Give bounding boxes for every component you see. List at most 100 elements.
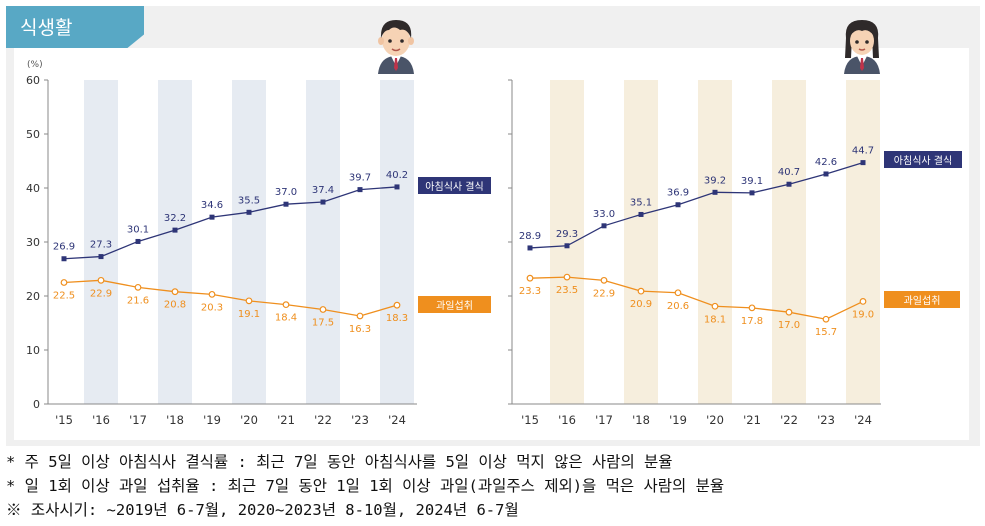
chart0-series-0-data-label: 34.6 bbox=[201, 200, 223, 211]
chart1-series-0-data-label: 42.6 bbox=[815, 157, 837, 168]
chart0-band-7 bbox=[306, 80, 340, 404]
chart1-series-1-data-label: 23.3 bbox=[519, 286, 541, 297]
chart1-series-0-point bbox=[823, 171, 829, 177]
chart0-series-0-line bbox=[63, 186, 398, 260]
chart1-x-tick-label: '20 bbox=[706, 413, 724, 427]
chart1-series-0-data-label: 35.1 bbox=[630, 197, 652, 208]
chart1-x-tick-label: '16 bbox=[558, 413, 576, 427]
chart0-series-0-data-label: 27.3 bbox=[90, 240, 112, 251]
chart1-series-1-point bbox=[563, 273, 571, 281]
chart0-legend-box-0 bbox=[418, 177, 491, 194]
chart1-series-1-data-label: 23.5 bbox=[556, 285, 578, 296]
chart0-series-1-data-label: 21.6 bbox=[127, 295, 149, 306]
chart0-series-0-data-label: 30.1 bbox=[127, 224, 149, 235]
chart1-series-0-data-label: 36.9 bbox=[667, 188, 689, 199]
chart0-x-tick-label: '15 bbox=[55, 413, 73, 427]
chart0-x-tick-label: '16 bbox=[92, 413, 110, 427]
chart1-series-0-point bbox=[638, 211, 644, 217]
chart0-series-1-point bbox=[171, 288, 179, 296]
footnote-fruit-definition: * 일 1회 이상 과일 섭취율 : 최근 7일 동안 1일 1회 이상 과일(… bbox=[6, 477, 725, 495]
chart0-series-0-data-label: 26.9 bbox=[53, 242, 75, 253]
chart1-series-0-point bbox=[527, 245, 533, 251]
chart1-series-0-point bbox=[675, 202, 681, 208]
chart1-series-1-data-label: 22.9 bbox=[593, 288, 615, 299]
chart0-series-0-point bbox=[98, 254, 104, 260]
chart1-series-1-data-label: 19.0 bbox=[852, 309, 874, 320]
chart0-y-tick-label: 20 bbox=[26, 290, 40, 303]
chart0-band-3 bbox=[158, 80, 192, 404]
chart0-series-1-point bbox=[282, 301, 290, 309]
chart0-series-0-point bbox=[172, 227, 178, 233]
chart1-series-1-point bbox=[859, 298, 867, 305]
charts-canvas: 0 10 20 30 40 50 60 (%) '15 '16 '17 '18 '19 '20 '21 '22… bbox=[26, 60, 962, 427]
chart1-series-1-data-label: 17.8 bbox=[741, 316, 763, 327]
chart1-series-0-data-label: 44.7 bbox=[852, 146, 874, 157]
chart1-band-1 bbox=[550, 80, 584, 404]
chart1-x-tick-label: '18 bbox=[632, 413, 650, 427]
chart0-series-0-point bbox=[320, 199, 326, 205]
chart0-legend-label-0: 아침식사 결식 bbox=[425, 181, 483, 193]
chart1-series-1-point bbox=[748, 304, 756, 312]
chart1-series-0-point bbox=[786, 181, 792, 187]
chart1-series-1-line bbox=[529, 276, 864, 320]
chart1-series-0-point bbox=[749, 190, 755, 196]
chart1-series-1-data-label: 20.9 bbox=[630, 299, 652, 310]
chart1-series-1-data-label: 15.7 bbox=[815, 327, 837, 338]
chart0-series-0-point bbox=[246, 209, 252, 215]
chart1-series-0-data-label: 39.1 bbox=[741, 176, 763, 187]
chart1-x-tick-label: '17 bbox=[595, 413, 613, 427]
chart1-series-1-point bbox=[637, 287, 645, 295]
chart1-legend-label-0: 아침식사 결식 bbox=[894, 155, 952, 167]
chart0-series-0-point bbox=[61, 256, 67, 262]
chart0-y-tick-label: 60 bbox=[26, 74, 40, 87]
chart0-series-0-data-label: 39.7 bbox=[349, 173, 371, 184]
male-student-icon bbox=[378, 20, 414, 74]
chart1-legend-box-0 bbox=[884, 151, 962, 168]
chart0-y-tick-label: 50 bbox=[26, 128, 40, 141]
chart1-band-7 bbox=[772, 80, 806, 404]
footnote-breakfast-definition: * 주 5일 이상 아침식사 결식률 : 최근 7일 동안 아침식사를 5일 이… bbox=[6, 453, 673, 471]
chart0-series-1-point bbox=[134, 283, 142, 291]
chart0-series-1-point bbox=[356, 312, 364, 320]
chart1-series-0-point bbox=[712, 189, 718, 195]
chart1-series-1-point bbox=[711, 302, 719, 310]
chart1-x-tick-label: '15 bbox=[521, 413, 539, 427]
chart0-series-0-data-label: 37.0 bbox=[275, 187, 297, 198]
chart1-series-1-data-label: 20.6 bbox=[667, 301, 689, 312]
chart0-x-tick-label: '18 bbox=[166, 413, 184, 427]
chart0-x-tick-label: '22 bbox=[314, 413, 332, 427]
chart0-series-1-point bbox=[319, 306, 327, 313]
chart1-x-tick-label: '24 bbox=[854, 413, 872, 427]
chart0-series-1-data-label: 19.1 bbox=[238, 309, 260, 320]
chart0-series-1-data-label: 22.9 bbox=[90, 288, 112, 299]
title-tab bbox=[6, 6, 144, 48]
chart1-band-5 bbox=[698, 80, 732, 404]
chart0-series-1-point bbox=[393, 301, 401, 309]
chart0-x-tick-label: '23 bbox=[351, 413, 369, 427]
chart1-series-1-point bbox=[526, 274, 534, 282]
chart0-series-0-data-label: 32.2 bbox=[164, 213, 186, 224]
chart1-x-tick-label: '19 bbox=[669, 413, 687, 427]
chart0-unit-label: (%) bbox=[27, 60, 43, 70]
chart1-x-tick-label: '21 bbox=[743, 413, 761, 427]
chart1-series-0-data-label: 29.3 bbox=[556, 229, 578, 240]
chart1-series-0-point bbox=[860, 160, 866, 166]
chart0-x-tick-label: '19 bbox=[203, 413, 221, 427]
chart1-band-3 bbox=[624, 80, 658, 404]
chart0-series-0-point bbox=[394, 184, 400, 190]
chart0-series-0-data-label: 40.2 bbox=[386, 170, 408, 181]
chart0-series-1-data-label: 18.4 bbox=[275, 313, 297, 324]
chart0-series-1-data-label: 17.5 bbox=[312, 318, 334, 329]
chart0-band-5 bbox=[232, 80, 266, 404]
chart1-series-1-data-label: 18.1 bbox=[704, 314, 726, 325]
chart0-series-0-point bbox=[209, 214, 215, 220]
chart0-y-tick-label: 10 bbox=[26, 344, 40, 357]
footnote-survey-period: ※ 조사시기: ~2019년 6-7월, 2020~2023년 8-10월, 2… bbox=[6, 501, 519, 519]
chart0-series-0-data-label: 37.4 bbox=[312, 185, 334, 196]
chart0-series-1-data-label: 20.3 bbox=[201, 302, 223, 313]
chart0-series-1-data-label: 22.5 bbox=[53, 291, 75, 302]
chart1-series-0-point bbox=[564, 243, 570, 249]
chart1-x-tick-label: '22 bbox=[780, 413, 798, 427]
chart1-series-0-line bbox=[529, 161, 864, 249]
chart0-band-1 bbox=[84, 80, 118, 404]
